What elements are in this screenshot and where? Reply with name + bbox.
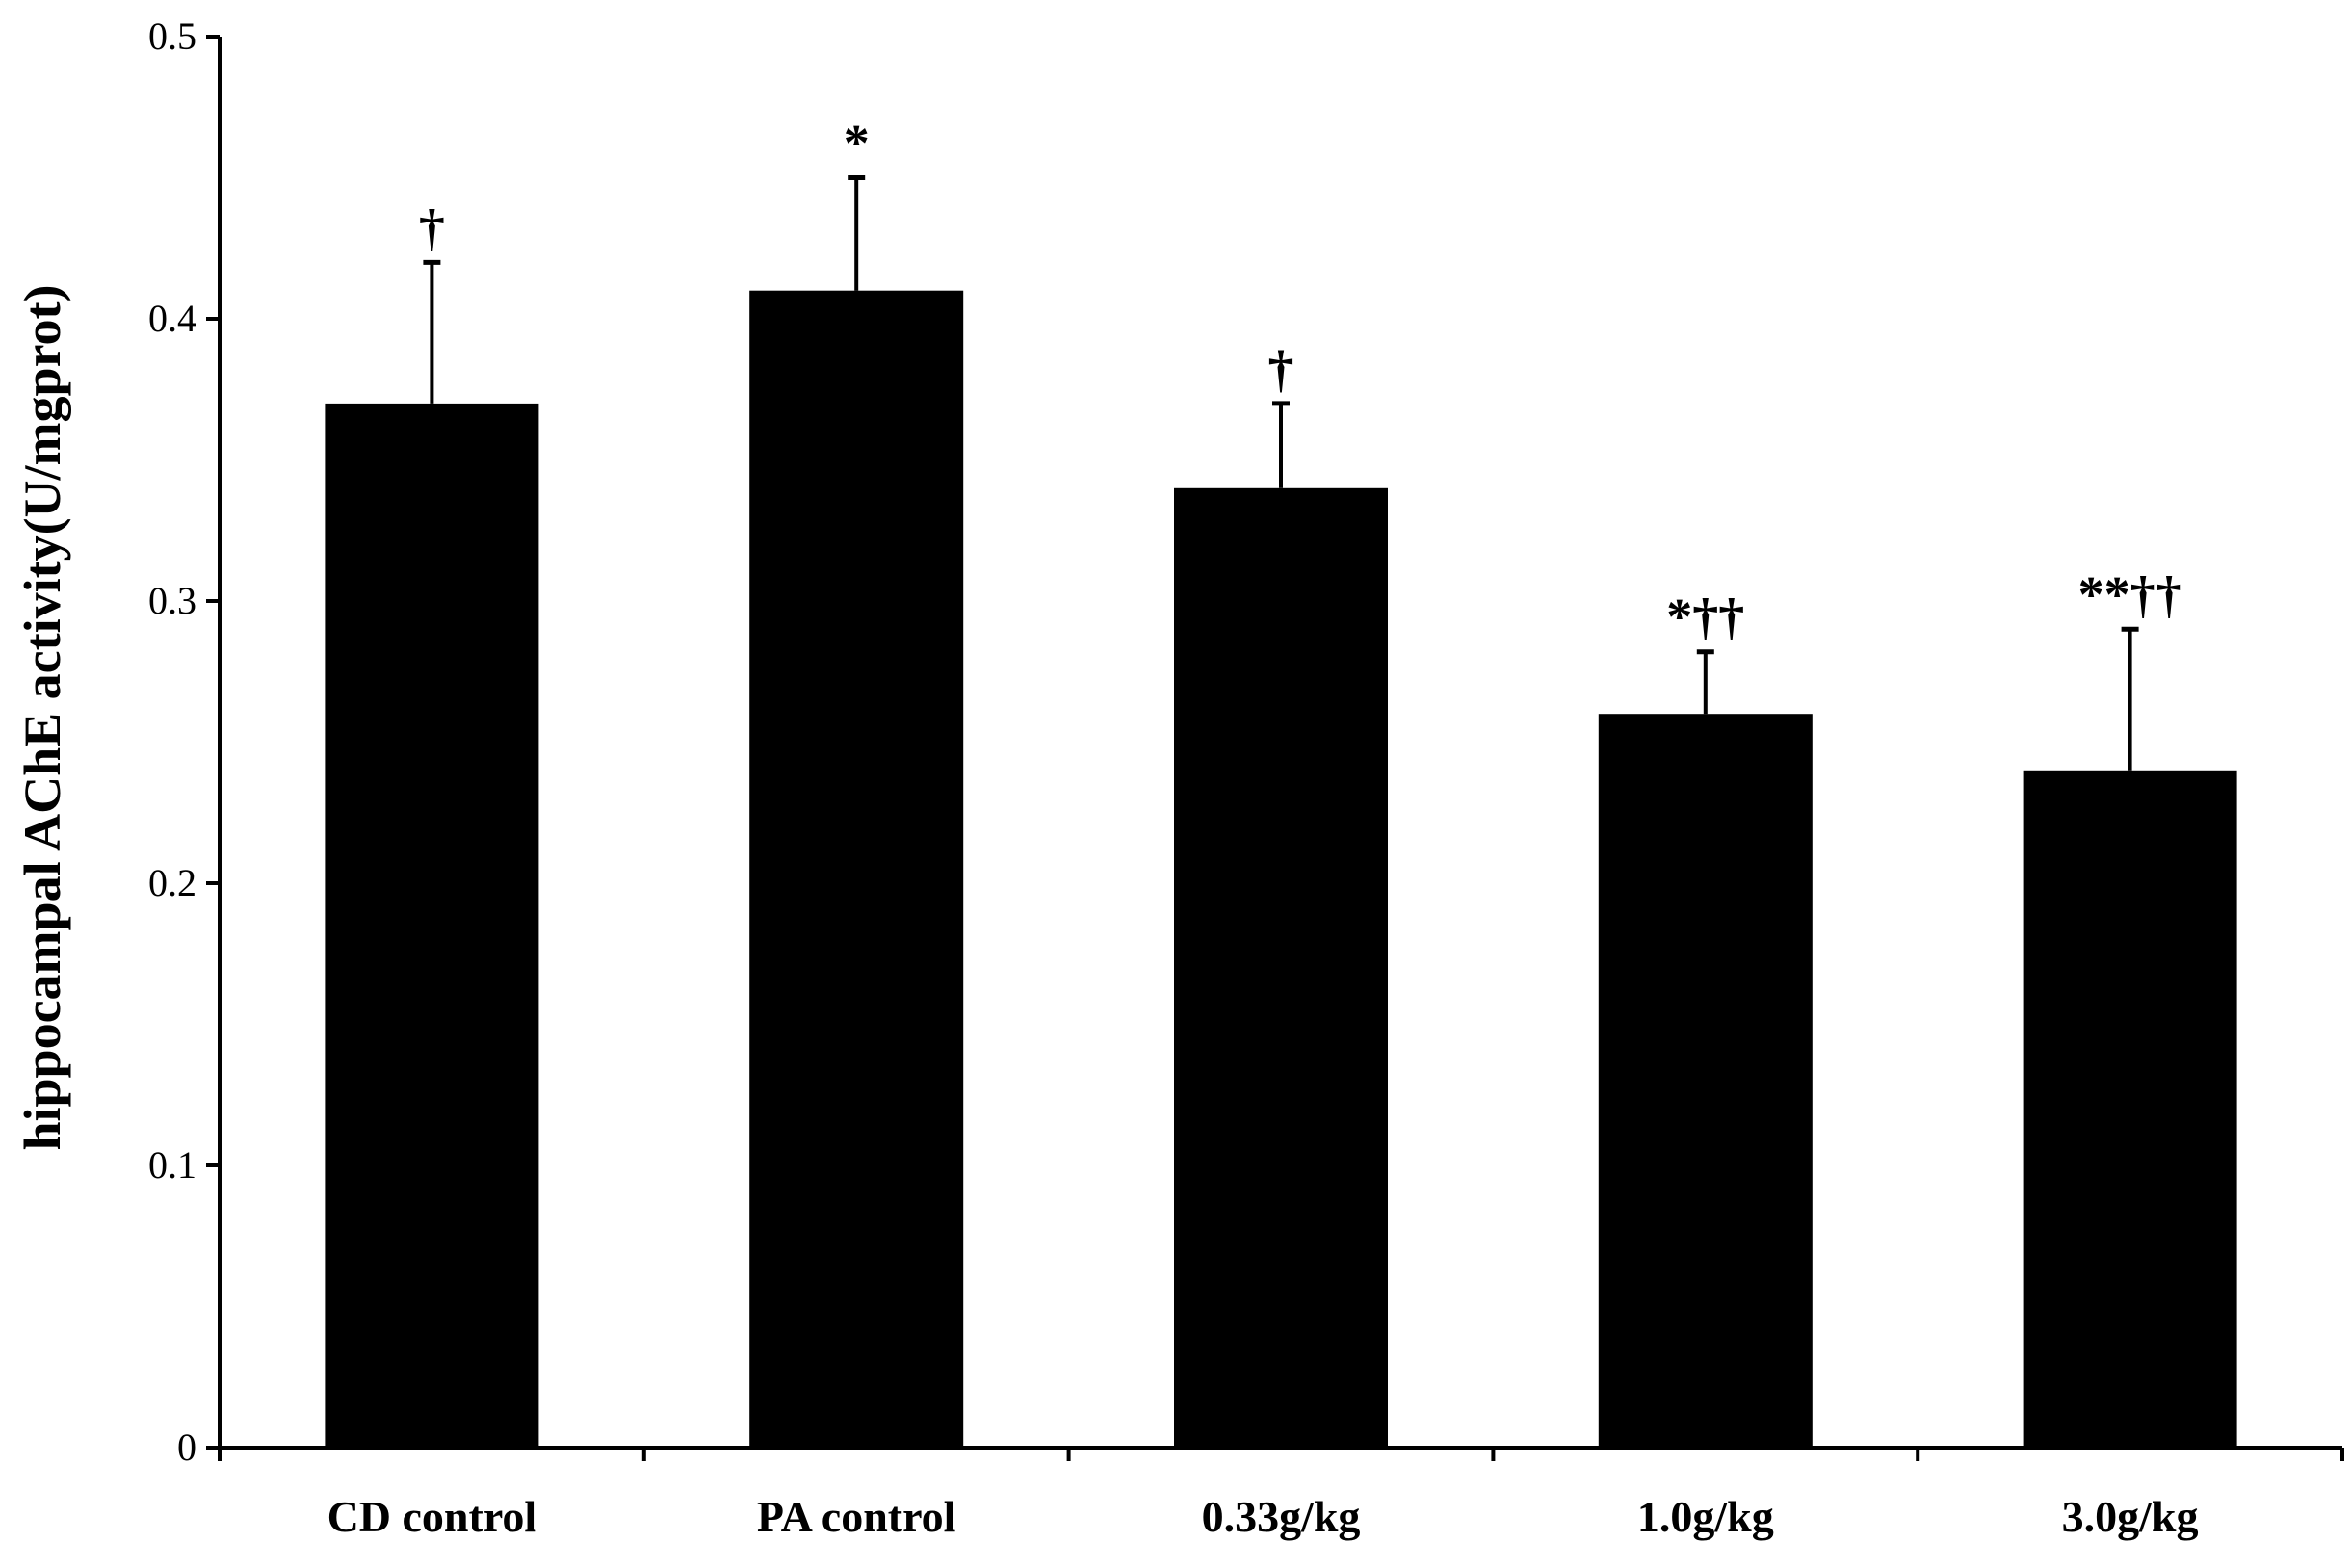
- bars: [325, 290, 2237, 1449]
- x-category-label: 0.33g/kg: [1202, 1492, 1361, 1541]
- y-tick-label: 0.5: [148, 14, 196, 58]
- significance-label: †: [1268, 340, 1294, 398]
- x-category-label: CD control: [327, 1492, 537, 1541]
- y-axis-ticks: 0 0.1 0.2 0.3 0.4 0.5: [148, 14, 220, 1469]
- significance-labels: † * † *†† **††: [419, 115, 2182, 646]
- significance-label: *††: [1666, 588, 1744, 646]
- y-tick-label: 0.2: [148, 861, 196, 904]
- bar: [1174, 487, 1388, 1448]
- bar: [325, 403, 539, 1448]
- y-tick-label: 0: [177, 1425, 196, 1469]
- error-bars: [423, 175, 2139, 771]
- significance-label: †: [419, 198, 445, 256]
- y-tick-label: 0.4: [148, 297, 196, 340]
- bar: [1598, 714, 1813, 1448]
- y-tick-label: 0.3: [148, 579, 196, 622]
- x-category-label: 3.0g/kg: [2062, 1492, 2199, 1541]
- y-tick-label: 0.1: [148, 1143, 196, 1187]
- y-axis-title: hippocampal AChE activity(U/mgprot): [13, 284, 71, 1150]
- significance-label: **††: [2078, 565, 2182, 623]
- x-category-label: 1.0g/kg: [1637, 1492, 1774, 1541]
- significance-label: *: [844, 115, 870, 172]
- x-category-label: PA control: [757, 1492, 956, 1541]
- x-axis-category-labels: CD control PA control 0.33g/kg 1.0g/kg 3.0g/…: [327, 1492, 2199, 1541]
- bar: [749, 290, 964, 1449]
- bar: [2023, 770, 2237, 1448]
